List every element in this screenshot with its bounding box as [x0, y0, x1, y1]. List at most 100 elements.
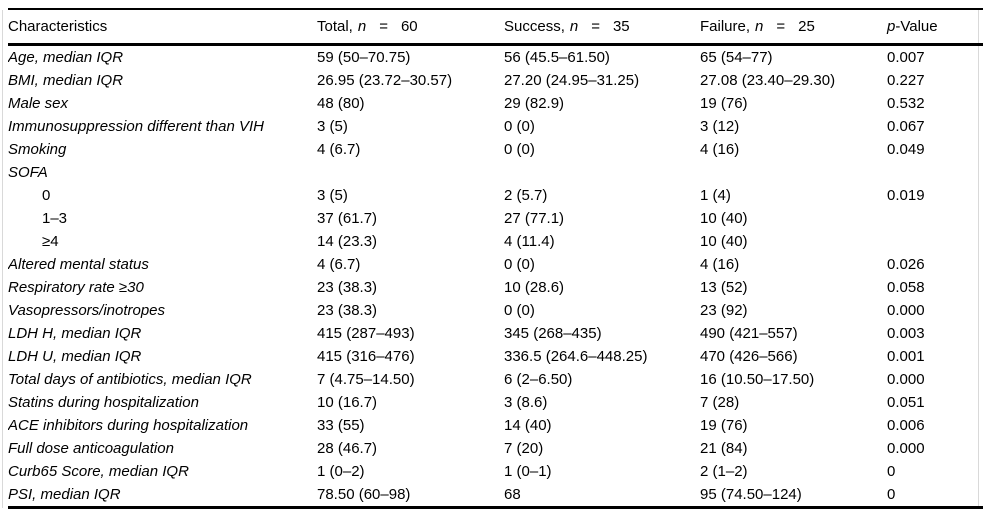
cell-total: 23 (38.3) [317, 279, 378, 296]
cell-total: 7 (4.75–14.50) [317, 371, 415, 388]
total-n-symbol: n [357, 18, 367, 35]
characteristics-header-label: Characteristics [8, 18, 108, 35]
cell-pvalue [887, 207, 983, 230]
cell-pvalue: 0.019 [887, 187, 925, 204]
cell-success: 27 (77.1) [504, 210, 565, 227]
row-label: PSI, median IQR [8, 486, 121, 503]
success-equals-sign: = [591, 18, 600, 35]
col-header-pvalue: p-Value [887, 9, 983, 46]
cell-pvalue: 0.051 [887, 394, 925, 411]
success-n-symbol: n [569, 18, 579, 35]
cell-failure: 23 (92) [700, 302, 748, 319]
table-row: Male sex 48 (80) 29 (82.9) 19 (76) 0.532 [8, 92, 983, 115]
page-edge-line-left [2, 10, 3, 508]
cell-total: 37 (61.7) [317, 210, 378, 227]
cell-failure [700, 161, 887, 184]
cell-total: 26.95 (23.72–30.57) [317, 72, 453, 89]
cell-pvalue: 0.006 [887, 417, 925, 434]
cell-failure: 95 (74.50–124) [700, 486, 802, 503]
cell-pvalue: 0.532 [887, 95, 925, 112]
cell-failure: 470 (426–566) [700, 348, 798, 365]
cell-success: 0 (0) [504, 256, 535, 273]
cell-total: 4 (6.7) [317, 141, 361, 158]
cell-success: 10 (28.6) [504, 279, 565, 296]
cell-pvalue: 0.000 [887, 440, 925, 457]
cell-total: 3 (5) [317, 187, 348, 204]
cell-failure: 65 (54–77) [700, 49, 773, 66]
cell-pvalue [887, 161, 983, 184]
cell-total: 1 (0–2) [317, 463, 365, 480]
table-row: Smoking 4 (6.7) 0 (0) 4 (16) 0.049 [8, 138, 983, 161]
table-row: 1–3 37 (61.7) 27 (77.1) 10 (40) [8, 207, 983, 230]
cell-total: 3 (5) [317, 118, 348, 135]
cell-success: 56 (45.5–61.50) [504, 49, 610, 66]
cell-failure: 7 (28) [700, 394, 740, 411]
total-count: 60 [400, 18, 418, 35]
cell-pvalue: 0.058 [887, 279, 925, 296]
cell-success: 7 (20) [504, 440, 544, 457]
table-body: Age, median IQR 59 (50–70.75) 56 (45.5–61.… [8, 45, 983, 508]
table-row: Age, median IQR 59 (50–70.75) 56 (45.5–61.… [8, 45, 983, 70]
cell-success: 0 (0) [504, 141, 535, 158]
table-row: LDH U, median IQR 415 (316–476) 336.5 (264… [8, 345, 983, 368]
table-row: ACE inhibitors during hospitalization 33 … [8, 414, 983, 437]
pvalue-p-symbol: p [887, 18, 896, 35]
failure-count: 25 [798, 18, 815, 35]
cell-total: 10 (16.7) [317, 394, 378, 411]
table-row: Total days of antibiotics, median IQR 7 (… [8, 368, 983, 391]
cell-total: 59 (50–70.75) [317, 49, 411, 66]
cell-failure: 490 (421–557) [700, 325, 798, 342]
cell-success: 68 [504, 486, 521, 503]
table-row: Statins during hospitalization 10 (16.7) 3… [8, 391, 983, 414]
cell-success: 14 (40) [504, 417, 552, 434]
cell-failure: 16 (10.50–17.50) [700, 371, 815, 388]
row-label: Smoking [8, 141, 67, 158]
row-label: ACE inhibitors during hospitalization [8, 417, 249, 434]
row-label: Respiratory rate ≥30 [8, 279, 144, 296]
cell-total: 78.50 (60–98) [317, 486, 411, 503]
cell-total: 28 (46.7) [317, 440, 378, 457]
success-header-prefix: Success, [504, 18, 565, 35]
row-label: Age, median IQR [8, 49, 124, 66]
cell-failure: 3 (12) [700, 118, 740, 135]
row-label: BMI, median IQR [8, 72, 124, 89]
cell-failure: 2 (1–2) [700, 463, 748, 480]
row-label: Statins during hospitalization [8, 394, 199, 411]
table-row: ≥4 14 (23.3) 4 (11.4) 10 (40) [8, 230, 983, 253]
table-row: SOFA [8, 161, 983, 184]
cell-success: 1 (0–1) [504, 463, 552, 480]
cell-failure: 1 (4) [700, 187, 731, 204]
total-header-prefix: Total, [317, 18, 353, 35]
cell-success: 2 (5.7) [504, 187, 548, 204]
cell-failure: 4 (16) [700, 256, 740, 273]
table-row: BMI, median IQR 26.95 (23.72–30.57) 27.20 … [8, 69, 983, 92]
cell-pvalue [887, 230, 983, 253]
row-label: Full dose anticoagulation [8, 440, 174, 457]
cell-success: 0 (0) [504, 118, 535, 135]
row-label: SOFA [8, 164, 48, 181]
table-row: Vasopressors/inotropes 23 (38.3) 0 (0) 23 (… [8, 299, 983, 322]
cell-total: 14 (23.3) [317, 233, 378, 250]
cell-pvalue: 0 [887, 486, 896, 503]
cell-total: 33 (55) [317, 417, 365, 434]
cell-failure: 21 (84) [700, 440, 748, 457]
row-label: 1–3 [42, 210, 68, 227]
failure-equals-sign: = [776, 18, 786, 35]
cell-success: 6 (2–6.50) [504, 371, 573, 388]
col-header-success: Success, n = 35 [504, 9, 700, 46]
cell-pvalue: 0.000 [887, 302, 925, 319]
cell-failure: 19 (76) [700, 95, 748, 112]
cell-pvalue: 0.003 [887, 325, 925, 342]
table-row: PSI, median IQR 78.50 (60–98) 68 95 (74.50–… [8, 483, 983, 508]
cell-pvalue: 0.049 [887, 141, 925, 158]
table-row: Altered mental status 4 (6.7) 0 (0) 4 (16) 0… [8, 253, 983, 276]
row-label: LDH U, median IQR [8, 348, 142, 365]
table-row: Immunosuppression different than VIH 3 (5… [8, 115, 983, 138]
cell-pvalue: 0.067 [887, 118, 925, 135]
cell-success: 336.5 (264.6–448.25) [504, 348, 648, 365]
success-count: 35 [612, 18, 630, 35]
row-label: Vasopressors/inotropes [8, 302, 166, 319]
cell-success: 29 (82.9) [504, 95, 565, 112]
cell-pvalue: 0.007 [887, 49, 925, 66]
